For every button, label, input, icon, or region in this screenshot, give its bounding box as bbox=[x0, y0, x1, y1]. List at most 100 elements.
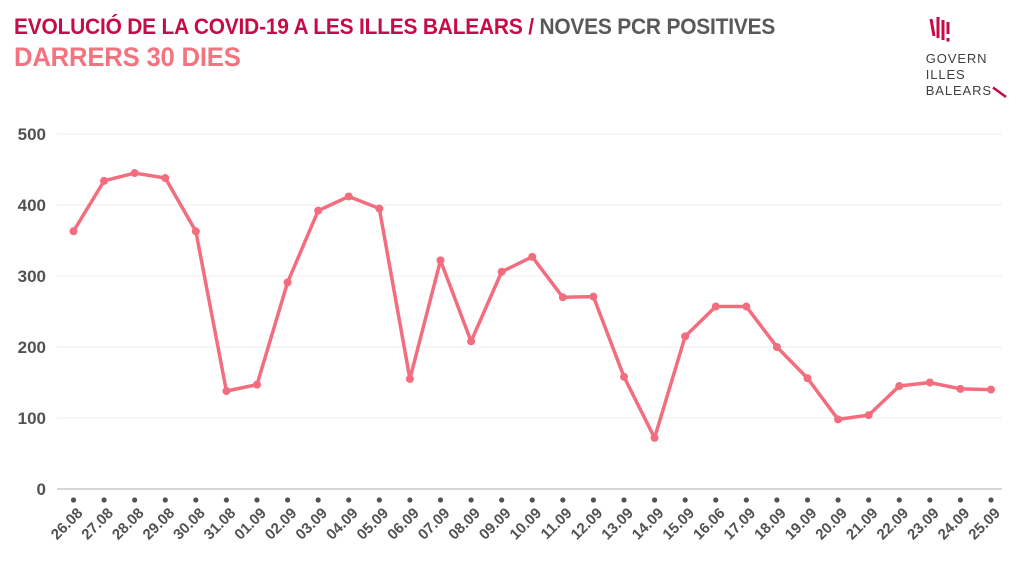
data-point bbox=[956, 384, 965, 393]
x-axis-label: 09.09 bbox=[476, 505, 515, 544]
data-line bbox=[71, 171, 993, 440]
x-tick-dot bbox=[713, 497, 719, 503]
x-axis-label: 25.09 bbox=[965, 505, 1004, 544]
x-tick-dot bbox=[284, 497, 291, 503]
x-tick-dot bbox=[774, 497, 780, 503]
y-axis-label: 100 bbox=[18, 409, 46, 428]
data-point bbox=[69, 227, 78, 236]
x-tick-dot bbox=[957, 497, 964, 503]
x-tick-dot bbox=[835, 497, 841, 503]
x-axis-label: 15.09 bbox=[659, 505, 698, 544]
data-point bbox=[222, 387, 231, 396]
x-tick-dot bbox=[804, 497, 811, 503]
data-point bbox=[497, 267, 506, 276]
x-axis-label: 20.09 bbox=[812, 505, 851, 544]
x-tick-dot bbox=[682, 497, 688, 503]
x-axis-label: 11.09 bbox=[538, 505, 576, 543]
govern-illes-balears-logo: GOVERN ILLES BALEARS bbox=[926, 16, 1008, 99]
x-tick-dot bbox=[193, 497, 199, 503]
data-point bbox=[100, 176, 109, 185]
data-point bbox=[528, 252, 537, 261]
x-axis-label: 14.09 bbox=[629, 505, 668, 544]
x-axis-label: 08.09 bbox=[445, 505, 484, 544]
x-axis-label: 04.09 bbox=[323, 505, 362, 544]
data-point bbox=[620, 372, 628, 381]
x-axis-label: 03.09 bbox=[292, 505, 331, 544]
x-tick-dot bbox=[896, 497, 902, 503]
data-point bbox=[130, 169, 139, 178]
data-point bbox=[803, 374, 812, 383]
data-point bbox=[834, 415, 843, 424]
x-tick-dot bbox=[101, 497, 107, 503]
data-point bbox=[895, 382, 904, 391]
logo-text: GOVERN ILLES BALEARS bbox=[926, 51, 1008, 99]
x-tick-dot bbox=[254, 497, 260, 503]
data-point bbox=[467, 337, 476, 346]
x-axis-label: 13.09 bbox=[598, 505, 637, 544]
data-point bbox=[375, 204, 384, 213]
x-axis-label: 23.09 bbox=[904, 505, 943, 544]
data-point bbox=[987, 385, 995, 394]
x-tick-dot bbox=[223, 497, 230, 503]
data-point bbox=[589, 292, 598, 301]
data-point bbox=[283, 278, 292, 287]
y-axis-label: 0 bbox=[37, 480, 46, 499]
logo-line: BALEARS bbox=[925, 83, 992, 98]
x-axis-label: 22.09 bbox=[874, 505, 913, 544]
data-point bbox=[344, 192, 353, 201]
data-point bbox=[405, 374, 414, 383]
x-axis-label: 21.09 bbox=[843, 505, 882, 544]
x-axis-label: 12.09 bbox=[568, 505, 607, 544]
x-tick-dot bbox=[376, 497, 382, 503]
x-tick-dot bbox=[988, 497, 994, 503]
x-axis-label: 10.09 bbox=[507, 505, 546, 544]
x-tick-dot bbox=[651, 497, 658, 503]
title-main: EVOLUCIÓ DE LA COVID-19 A LES ILLES BALE… bbox=[14, 14, 540, 39]
x-axis-label: 31.08 bbox=[201, 505, 240, 544]
x-tick-dot bbox=[407, 497, 413, 503]
x-tick-dot bbox=[560, 497, 566, 503]
data-point bbox=[191, 227, 200, 236]
data-point bbox=[742, 302, 751, 311]
data-point bbox=[436, 256, 445, 265]
x-axis-label: 16.06 bbox=[690, 505, 729, 544]
y-axis-label: 400 bbox=[18, 196, 46, 215]
x-axis-label: 24.09 bbox=[935, 505, 974, 544]
x-tick-dot bbox=[499, 497, 505, 503]
header: EVOLUCIÓ DE LA COVID-19 A LES ILLES BALE… bbox=[14, 14, 1010, 99]
data-point bbox=[650, 433, 659, 442]
x-tick-dot bbox=[866, 497, 872, 503]
x-axis-label: 02.09 bbox=[262, 505, 301, 544]
logo-slash-icon bbox=[992, 86, 1007, 99]
data-point bbox=[711, 302, 720, 311]
x-tick-dot bbox=[315, 497, 321, 503]
x-axis-label: 28.08 bbox=[109, 505, 148, 544]
page-subtitle: DARRERS 30 DIES bbox=[14, 42, 241, 72]
x-axis-label: 29.08 bbox=[140, 505, 179, 544]
y-axis-label: 500 bbox=[18, 125, 46, 144]
x-tick-dot bbox=[621, 497, 627, 503]
x-tick-dot bbox=[743, 497, 749, 503]
logo-line: ILLES bbox=[925, 67, 966, 82]
data-point bbox=[314, 206, 323, 215]
title-block: EVOLUCIÓ DE LA COVID-19 A LES ILLES BALE… bbox=[14, 14, 775, 72]
x-tick-dot bbox=[437, 497, 444, 503]
x-axis-label: 07.09 bbox=[415, 505, 454, 544]
x-tick-dot bbox=[70, 497, 77, 503]
x-tick-dot bbox=[162, 497, 168, 503]
x-axis-label: 18.09 bbox=[751, 505, 790, 544]
balears-shield-icon bbox=[929, 17, 950, 42]
x-tick-dot bbox=[927, 497, 933, 503]
x-axis-label: 30.08 bbox=[170, 505, 209, 544]
x-tick-dot bbox=[132, 497, 138, 503]
title-secondary: NOVES PCR POSITIVES bbox=[539, 14, 776, 39]
y-axis-label: 300 bbox=[18, 267, 46, 286]
x-axis-label: 27.08 bbox=[78, 505, 117, 544]
y-axis-label: 200 bbox=[18, 338, 46, 357]
x-axis-label: 05.09 bbox=[354, 505, 393, 544]
x-axis-label: 01.09 bbox=[231, 505, 270, 544]
x-tick-dot bbox=[346, 497, 352, 503]
x-tick-dot bbox=[590, 497, 597, 503]
